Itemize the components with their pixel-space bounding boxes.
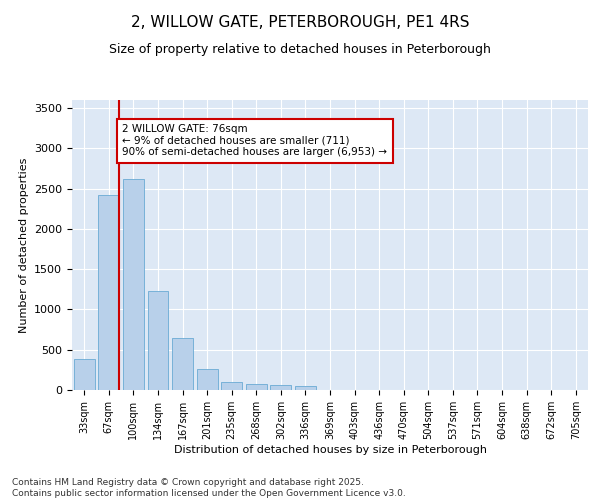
X-axis label: Distribution of detached houses by size in Peterborough: Distribution of detached houses by size … [173,444,487,454]
Bar [197,368,218,390]
Bar [246,384,267,390]
Bar [74,358,95,390]
Text: 2 WILLOW GATE: 76sqm
← 9% of detached houses are smaller (711)
90% of semi-detac: 2 WILLOW GATE: 76sqm ← 9% of detached ho… [122,124,388,158]
Text: Contains HM Land Registry data © Crown copyright and database right 2025.
Contai: Contains HM Land Registry data © Crown c… [12,478,406,498]
Bar [172,338,193,390]
Text: 2, WILLOW GATE, PETERBOROUGH, PE1 4RS: 2, WILLOW GATE, PETERBOROUGH, PE1 4RS [131,15,469,30]
Y-axis label: Number of detached properties: Number of detached properties [19,158,29,332]
Bar [148,291,169,390]
Bar [295,386,316,390]
Bar [98,195,119,390]
Bar [271,385,292,390]
Bar [221,382,242,390]
Text: Size of property relative to detached houses in Peterborough: Size of property relative to detached ho… [109,42,491,56]
Bar [123,179,144,390]
